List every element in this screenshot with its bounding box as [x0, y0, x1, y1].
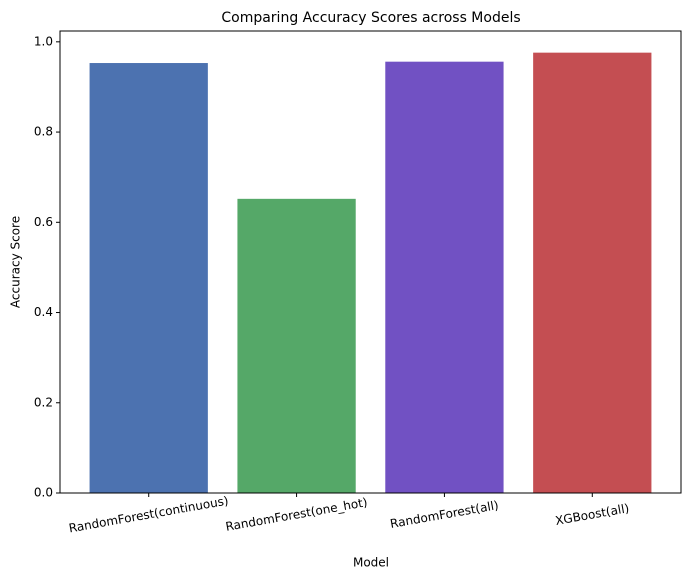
x-tick-label: XGBoost(all)	[554, 501, 630, 528]
y-tick-label: 0.0	[34, 486, 53, 500]
y-tick-label: 0.8	[34, 125, 53, 139]
y-tick-label: 1.0	[34, 34, 53, 48]
y-tick-label: 0.2	[34, 395, 53, 409]
plot-frame	[59, 30, 682, 494]
x-axis-label: Model	[353, 556, 389, 570]
bar	[385, 61, 504, 493]
x-tick-label: RandomForest(all)	[389, 498, 500, 531]
bar	[237, 198, 356, 493]
y-axis-label: Accuracy Score	[9, 216, 23, 308]
bar	[533, 52, 652, 493]
bar	[89, 63, 208, 493]
y-tick-label: 0.6	[34, 215, 53, 229]
y-tick-label: 0.4	[34, 305, 53, 319]
x-tick-label: RandomForest(continuous)	[68, 494, 230, 536]
chart-title: Comparing Accuracy Scores across Models	[221, 10, 520, 26]
x-tick-label: RandomForest(one_hot)	[224, 495, 368, 534]
